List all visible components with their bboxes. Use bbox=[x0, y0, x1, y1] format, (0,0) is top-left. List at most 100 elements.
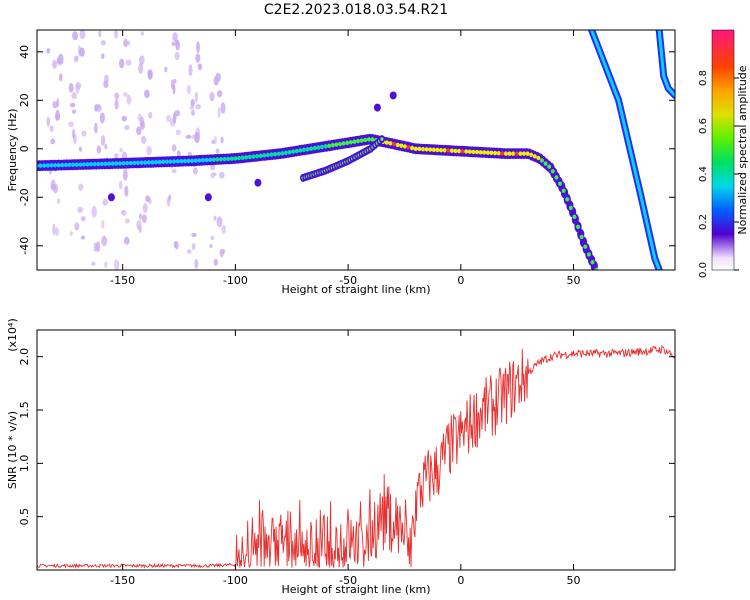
carrier-core bbox=[442, 148, 447, 153]
carrier-core bbox=[255, 153, 260, 159]
noise-speck bbox=[69, 231, 73, 236]
carrier-core bbox=[521, 151, 526, 156]
noise-speck bbox=[172, 83, 176, 95]
carrier-core bbox=[561, 188, 566, 193]
noise-speck bbox=[120, 210, 124, 215]
noise-speck bbox=[191, 109, 195, 116]
noise-speck bbox=[195, 103, 201, 110]
noise-speck bbox=[81, 130, 87, 137]
spectrogram-x-tick-label: -150 bbox=[110, 274, 135, 287]
noise-speck bbox=[215, 148, 220, 154]
noise-speck bbox=[99, 112, 105, 124]
noise-speck bbox=[96, 145, 102, 154]
carrier-core bbox=[449, 148, 454, 153]
noise-speck bbox=[220, 102, 226, 114]
snr-y-axis-label: SNR (10 * v/v) bbox=[6, 411, 19, 489]
carrier-core bbox=[38, 163, 43, 168]
noise-speck bbox=[80, 235, 86, 240]
noise-speck bbox=[114, 99, 119, 110]
noise-speck bbox=[77, 206, 83, 213]
carrier-core bbox=[309, 146, 314, 151]
signal-blob bbox=[373, 103, 381, 112]
secondary-core bbox=[380, 137, 384, 141]
carrier-core bbox=[319, 144, 324, 150]
noise-speck bbox=[73, 134, 77, 144]
carrier-core bbox=[359, 138, 364, 143]
noise-speck bbox=[146, 145, 152, 156]
carrier-core bbox=[572, 214, 577, 219]
noise-speck bbox=[113, 153, 119, 159]
snr-x-tick-label: 0 bbox=[457, 574, 464, 587]
carrier-core bbox=[420, 146, 425, 152]
carrier-core bbox=[485, 150, 490, 155]
carrier-core bbox=[200, 158, 205, 163]
noise-speck bbox=[166, 196, 171, 207]
carrier-core bbox=[172, 159, 177, 164]
noise-speck bbox=[140, 31, 144, 37]
streak-2-inner bbox=[657, 30, 675, 97]
spectrogram-x-tick-label: -100 bbox=[223, 274, 248, 287]
spectrogram-y-tick-label: -40 bbox=[18, 237, 31, 255]
carrier-core bbox=[514, 151, 519, 156]
signal-blob bbox=[254, 178, 262, 187]
carrier-core bbox=[493, 150, 498, 156]
noise-speck bbox=[210, 164, 216, 171]
carrier-core bbox=[53, 163, 58, 168]
noise-speck bbox=[49, 125, 54, 132]
carrier-core bbox=[482, 150, 487, 155]
carrier-core bbox=[110, 161, 115, 166]
carrier-core bbox=[453, 148, 458, 154]
noise-speck bbox=[138, 63, 144, 74]
noise-speck bbox=[46, 48, 51, 54]
carrier-core bbox=[262, 153, 267, 158]
carrier-core bbox=[92, 161, 97, 167]
carrier-core bbox=[565, 197, 570, 202]
noise-speck bbox=[101, 219, 105, 229]
noise-speck bbox=[221, 224, 226, 234]
carrier-core bbox=[327, 143, 332, 148]
colorbar-tick-label: 0.2 bbox=[698, 214, 709, 230]
carrier-core bbox=[511, 151, 516, 156]
spectrogram-y-axis-label: Frequency (Hz) bbox=[6, 109, 19, 192]
noise-speck bbox=[139, 55, 145, 65]
noise-speck bbox=[94, 122, 98, 134]
carrier-core bbox=[215, 157, 220, 162]
carrier-core bbox=[435, 147, 440, 153]
carrier-core bbox=[273, 152, 278, 157]
noise-speck bbox=[102, 198, 108, 206]
noise-speck bbox=[196, 41, 200, 54]
noise-speck bbox=[52, 223, 56, 236]
carrier-core bbox=[586, 252, 591, 257]
carrier-core bbox=[543, 161, 548, 166]
carrier-core bbox=[197, 158, 202, 163]
snr-panel: -150 -100 -50 0 50 0.5 1.0 1.5 2.0 Height of str… bbox=[6, 318, 676, 596]
noise-speck bbox=[187, 151, 193, 156]
colorbar-tick-label: 0.0 bbox=[698, 262, 709, 278]
carrier-core bbox=[590, 260, 595, 265]
noise-speck bbox=[101, 235, 108, 247]
spectrogram-y-tick-label: 40 bbox=[18, 45, 31, 59]
noise-speck bbox=[75, 83, 80, 94]
carrier-core bbox=[384, 140, 389, 145]
noise-speck bbox=[166, 114, 171, 123]
carrier-core bbox=[330, 143, 335, 148]
noise-speck bbox=[121, 115, 128, 122]
noise-speck bbox=[175, 129, 181, 136]
snr-x-tick-label: -150 bbox=[110, 574, 135, 587]
carrier-core bbox=[280, 151, 285, 156]
carrier-core bbox=[438, 147, 443, 153]
noise-speck bbox=[174, 51, 180, 61]
noise-speck bbox=[104, 143, 108, 150]
chart-title: C2E2.2023.018.03.54.R21 bbox=[264, 2, 448, 18]
noise-speck bbox=[125, 59, 132, 66]
spectrogram-y-tick-label: 20 bbox=[18, 93, 31, 107]
noise-speck bbox=[71, 109, 77, 114]
carrier-core bbox=[428, 147, 433, 152]
carrier-core bbox=[56, 162, 61, 168]
carrier-core bbox=[269, 152, 274, 157]
noise-speck bbox=[98, 30, 102, 38]
noise-speck bbox=[138, 213, 143, 220]
carrier-core bbox=[146, 160, 151, 165]
noise-speck bbox=[217, 106, 221, 119]
noise-speck bbox=[137, 113, 142, 122]
